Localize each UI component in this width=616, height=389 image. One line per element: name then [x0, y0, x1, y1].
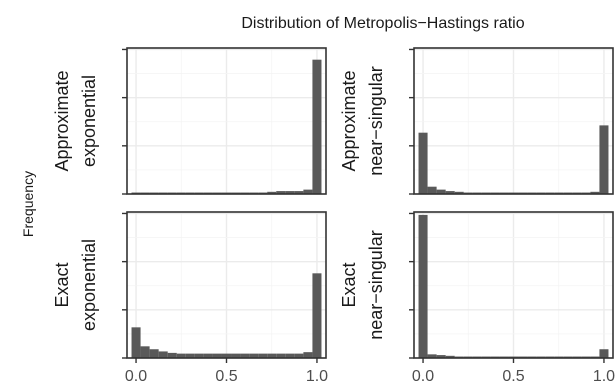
- histogram-bar: [131, 327, 141, 358]
- histogram-bar: [436, 355, 446, 358]
- facet-label: near−singular: [366, 230, 386, 340]
- histogram-bar: [427, 186, 437, 194]
- facet-label: near−singular: [366, 66, 386, 176]
- x-tick-label: 0.5: [502, 368, 524, 385]
- histogram-bar: [285, 191, 295, 194]
- histogram-bar: [294, 353, 304, 358]
- panel-border: [126, 47, 327, 195]
- histogram-bar: [212, 353, 222, 358]
- histogram-bar: [445, 191, 455, 194]
- facet-label: exponential: [79, 75, 99, 167]
- histogram-bar: [167, 352, 177, 358]
- histogram-bar: [312, 59, 322, 195]
- histogram-bar: [185, 353, 195, 358]
- histogram-bar: [267, 353, 277, 358]
- histogram-bar: [249, 353, 259, 358]
- histogram-bar: [418, 214, 428, 358]
- x-tick-label: 0.0: [412, 368, 434, 385]
- histogram-bar: [294, 191, 304, 194]
- histogram-bar: [258, 353, 268, 358]
- facet-label: Approximate: [52, 70, 72, 171]
- facet-label: Approximate: [339, 70, 359, 171]
- histogram-bar: [599, 349, 609, 358]
- histogram-bar: [418, 132, 428, 194]
- histogram-bar: [221, 353, 232, 358]
- histogram-bar: [267, 191, 277, 194]
- histogram-bar: [436, 189, 446, 194]
- panel-approx-near-singular: Approximate near−singular: [339, 47, 614, 195]
- histogram-bar: [194, 353, 204, 358]
- histogram-bar: [231, 353, 241, 358]
- histogram-bar: [140, 346, 150, 358]
- chart-title: Distribution of Metropolis−Hastings rati…: [241, 15, 524, 32]
- panel-exact-near-singular: 0.0 0.5 1.0 Exact near−singular: [339, 211, 615, 385]
- histogram-bar: [599, 125, 609, 194]
- histogram-bar: [445, 355, 455, 358]
- histogram-bar: [158, 351, 168, 358]
- histogram-bar: [312, 273, 322, 358]
- histogram-bar: [276, 191, 286, 194]
- panel-exact-exponential: 0.0 0.5 1.0 Exact exponential: [52, 211, 328, 385]
- facet-label: Exact: [52, 262, 72, 307]
- facet-label: exponential: [79, 239, 99, 331]
- histogram-bar: [276, 353, 286, 358]
- panel-border: [413, 47, 614, 195]
- histogram-bar: [149, 349, 159, 358]
- facet-panels: Approximate exponential Approximate near−si…: [52, 47, 615, 385]
- x-tick-label: 0.5: [215, 368, 237, 385]
- histogram-bar: [590, 191, 600, 194]
- histogram-bar: [240, 353, 250, 358]
- histogram-bar: [203, 353, 213, 358]
- y-axis-label: Frequency: [20, 171, 36, 237]
- histogram-bar: [454, 191, 464, 194]
- panel-approx-exponential: Approximate exponential: [52, 47, 327, 195]
- histogram-bar: [176, 353, 186, 358]
- histogram-bar: [427, 354, 437, 358]
- histogram-bar: [303, 189, 313, 194]
- facet-label: Exact: [339, 262, 359, 307]
- x-tick-label: 1.0: [306, 368, 328, 385]
- x-tick-label: 1.0: [593, 368, 615, 385]
- histogram-bar: [303, 352, 313, 358]
- x-tick-label: 0.0: [125, 368, 147, 385]
- histogram-bar: [285, 353, 295, 358]
